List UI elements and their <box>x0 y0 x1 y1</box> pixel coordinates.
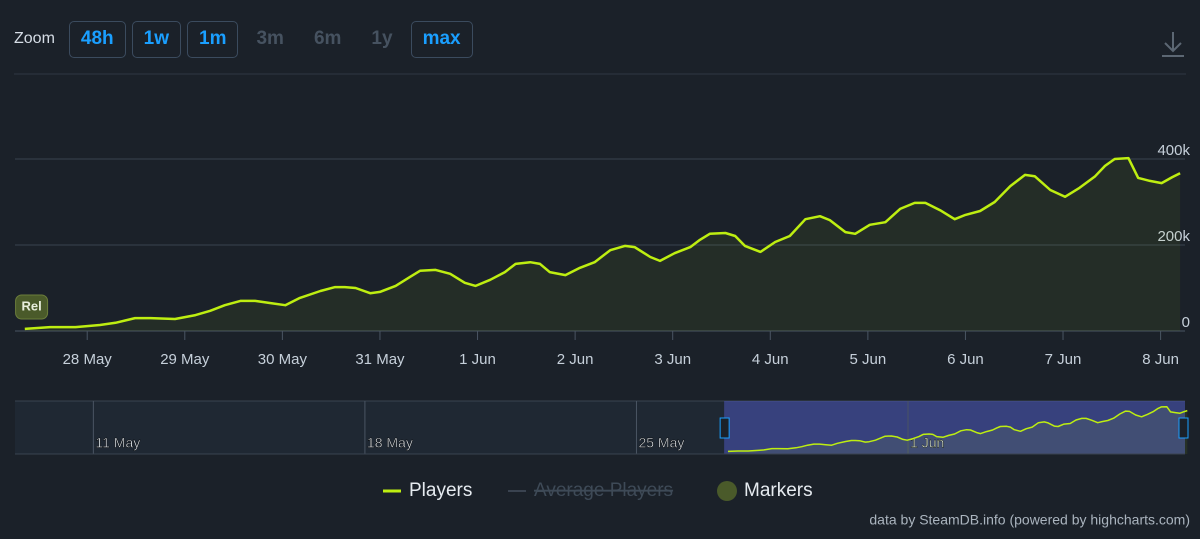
legend-label: Average Players <box>534 480 673 501</box>
navigator-handle[interactable] <box>719 417 730 439</box>
x-tick-label: 3 Jun <box>654 351 691 368</box>
x-tick-label: 29 May <box>160 351 210 368</box>
navigator-tick-label: 18 May <box>367 435 413 451</box>
zoom-button: 3m <box>244 21 295 58</box>
download-icon[interactable] <box>1162 32 1184 57</box>
x-tick-label: 31 May <box>355 351 405 368</box>
zoom-button: 6m <box>302 21 353 58</box>
navigator-line <box>727 405 1188 453</box>
y-tick-label: 400k <box>1157 142 1190 159</box>
navigator-tick-label: 11 May <box>95 435 140 451</box>
x-tick-label: 5 Jun <box>850 351 887 368</box>
zoom-button[interactable]: 48h <box>68 20 126 58</box>
series-line-area <box>24 158 1181 331</box>
navigator-selection <box>724 401 1185 454</box>
legend-item[interactable]: Average Players <box>508 480 673 501</box>
x-tick-label: 2 Jun <box>557 351 594 368</box>
marker-label: Rel <box>21 298 41 313</box>
legend-item[interactable]: Players <box>383 480 472 501</box>
navigator-handle[interactable] <box>1178 417 1189 439</box>
y-tick-label: 0 <box>1182 314 1190 331</box>
x-tick-label: 28 May <box>63 351 113 368</box>
x-tick-label: 8 Jun <box>1142 351 1179 368</box>
legend-label: Markers <box>744 480 813 501</box>
legend-swatch <box>717 481 737 501</box>
navigator-tick-label: 25 May <box>638 435 684 451</box>
marker: Rel <box>15 294 49 320</box>
x-tick-label: 7 Jun <box>1045 351 1082 368</box>
marker-flag <box>15 294 49 320</box>
y-tick-label: 200k <box>1157 228 1190 245</box>
series-line <box>24 156 1181 331</box>
zoom-button[interactable]: 1m <box>187 20 239 58</box>
x-tick-label: 1 Jun <box>459 351 496 368</box>
zoom-button[interactable]: 1w <box>131 20 182 58</box>
zoom-label: Zoom <box>14 30 55 47</box>
x-tick-label: 4 Jun <box>752 351 789 368</box>
zoom-button[interactable]: max <box>410 20 473 58</box>
credit: data by SteamDB.info (powered by highcha… <box>869 512 1190 528</box>
legend-label: Players <box>409 480 472 501</box>
zoom-bar: Zoom 48h 1w 1m 3m 6m 1y max <box>14 20 473 58</box>
legend-item[interactable]: Markers <box>717 480 813 501</box>
zoom-button: 1y <box>359 21 404 58</box>
x-tick-label: 30 May <box>258 351 308 368</box>
navigator-tick-label: 1 Jun <box>910 435 944 451</box>
x-tick-label: 6 Jun <box>947 351 984 368</box>
